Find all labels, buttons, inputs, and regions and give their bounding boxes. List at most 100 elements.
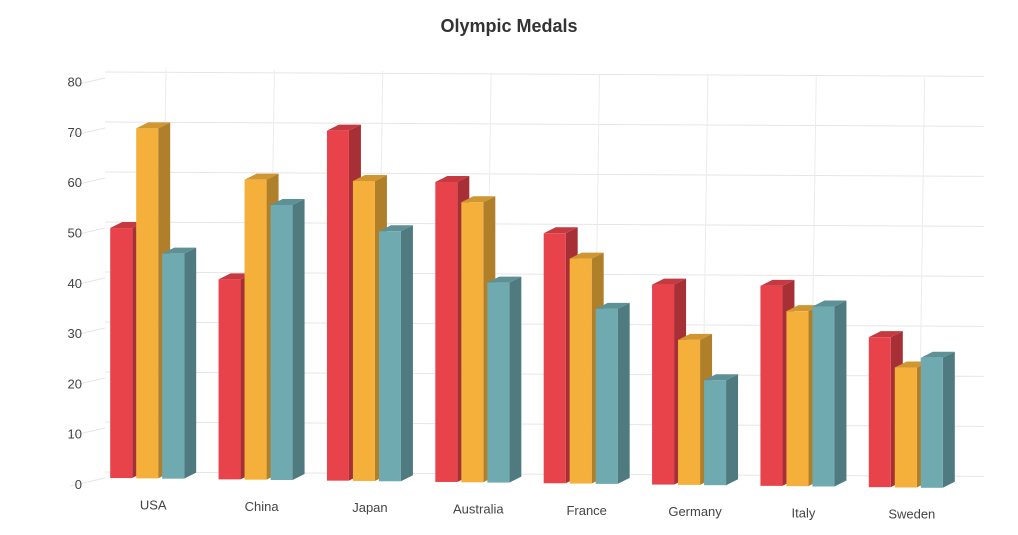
y-tick-label: 30 <box>68 326 82 341</box>
bar-front <box>162 253 185 479</box>
y-tick-label: 10 <box>68 427 82 442</box>
bar-front <box>270 204 293 480</box>
bar-top <box>812 300 847 307</box>
bar-side <box>726 374 739 486</box>
bar-front <box>487 282 510 483</box>
y-tick-label: 60 <box>68 175 82 190</box>
bar-front <box>786 311 809 487</box>
x-tick-label: Germany <box>668 504 722 519</box>
bar-top <box>326 124 361 131</box>
bar-top <box>218 273 253 280</box>
grid-line <box>104 171 985 177</box>
bar-top <box>786 305 821 312</box>
y-tick-label: 40 <box>68 276 82 291</box>
grid-line <box>104 121 985 127</box>
bar-front <box>435 181 458 482</box>
bar <box>270 198 305 480</box>
bar-top <box>162 247 197 254</box>
bar <box>920 351 955 488</box>
bar <box>812 300 847 487</box>
bar-top <box>595 302 630 309</box>
y-tick-label: 50 <box>68 226 82 241</box>
bar-top <box>760 279 795 286</box>
bar-front <box>868 337 891 488</box>
bar-front <box>569 258 592 484</box>
bar <box>487 276 522 483</box>
bar-front <box>595 308 618 484</box>
x-tick-label: Australia <box>453 501 504 516</box>
bar <box>595 302 630 484</box>
grid-line-side <box>69 477 106 487</box>
bar-top <box>378 225 413 232</box>
bar-side <box>509 276 522 483</box>
y-axis-ticks: 0 10 20 30 40 50 60 70 80 <box>68 75 82 492</box>
bar-front <box>244 179 267 480</box>
bar-top <box>244 173 279 180</box>
bars <box>110 122 955 488</box>
bar-top <box>704 374 739 381</box>
bar-top <box>894 361 929 368</box>
grid-line-side <box>69 277 106 287</box>
bar-top <box>543 227 578 234</box>
bar-top <box>136 122 171 129</box>
bar-front <box>652 284 675 485</box>
bar-front <box>920 357 943 488</box>
bar-front <box>894 367 917 488</box>
bar-side <box>834 300 847 487</box>
grid-line <box>104 71 985 77</box>
bar-front <box>543 233 566 484</box>
grid-line-side <box>69 127 106 137</box>
bar-top <box>652 278 687 285</box>
bar-front <box>760 285 783 486</box>
bar-front <box>218 279 241 480</box>
bar-side <box>400 225 413 482</box>
bar-top <box>868 331 903 338</box>
bar <box>378 225 413 482</box>
grid-line-side <box>69 77 106 87</box>
grid-line-side <box>69 327 106 337</box>
grid-line-side <box>69 227 106 237</box>
x-tick-label: France <box>566 503 606 518</box>
x-tick-label: China <box>245 499 280 514</box>
bar-front <box>352 180 375 481</box>
bar-front <box>110 228 133 479</box>
chart-title: Olympic Medals <box>440 16 578 36</box>
bar-top <box>270 198 305 205</box>
bar <box>162 247 197 479</box>
bar-front <box>326 130 349 481</box>
bar-top <box>487 276 522 283</box>
grid-line-side <box>69 177 106 187</box>
grid <box>69 68 985 487</box>
bar-top <box>678 333 713 340</box>
bar-side <box>184 247 197 479</box>
y-tick-label: 70 <box>68 125 82 140</box>
y-tick-label: 0 <box>75 477 82 492</box>
x-tick-label: Sweden <box>888 507 935 522</box>
bar-front <box>812 306 835 487</box>
bar-top <box>435 175 470 182</box>
grid-line-side <box>69 427 106 437</box>
bar <box>704 374 739 486</box>
bar-front <box>704 380 727 486</box>
bar-top <box>569 252 604 259</box>
bar-side <box>617 302 630 484</box>
y-tick-label: 20 <box>68 376 82 391</box>
bar-side <box>942 351 955 488</box>
bar-side <box>292 198 305 480</box>
bar-front <box>378 231 401 482</box>
x-tick-label: Italy <box>792 505 816 520</box>
bar-top <box>461 196 496 203</box>
x-tick-label: Japan <box>352 500 387 515</box>
bar-top <box>920 351 955 358</box>
bar-front <box>461 202 484 483</box>
bar-front <box>136 128 159 479</box>
bar-front <box>678 339 701 485</box>
grid-line <box>104 221 985 227</box>
grid-line-side <box>69 377 106 387</box>
x-tick-label: USA <box>140 498 167 513</box>
bar-top <box>352 174 387 181</box>
y-tick-label: 80 <box>68 75 82 90</box>
bar-top <box>110 222 145 229</box>
